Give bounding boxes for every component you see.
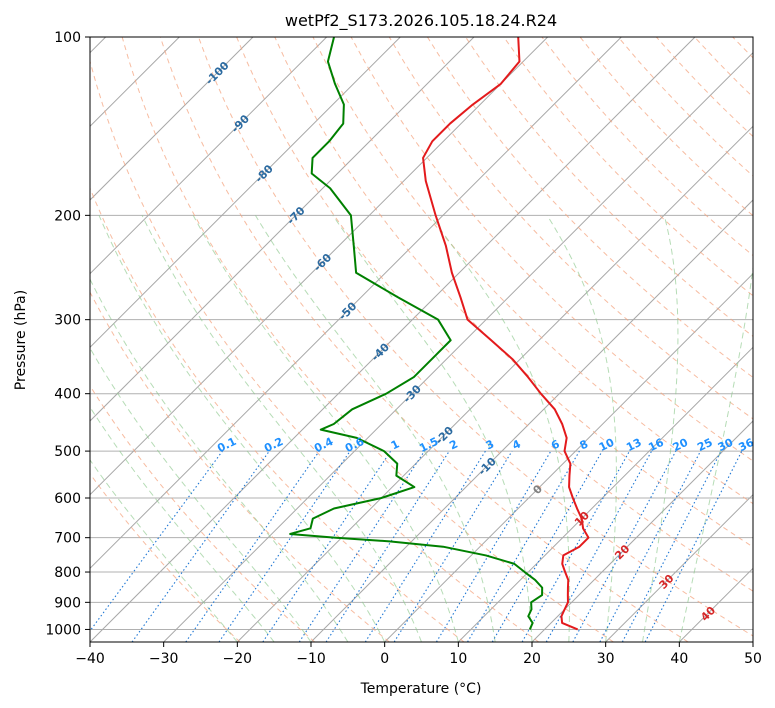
mixing-ratio-line (393, 450, 513, 642)
isotherm-line (605, 493, 753, 642)
mixing-ratio-line (572, 450, 677, 642)
dry-adiabat (198, 37, 753, 637)
isotherm-line (384, 272, 753, 642)
dry-adiabat (90, 186, 465, 642)
x-tick-label: 50 (744, 651, 762, 667)
plot-frame (89, 36, 754, 643)
y-tick-label: 600 (54, 491, 81, 507)
x-tick-label: −10 (296, 651, 326, 667)
axes: −40 −30 −20 −10 0 10 20 30 40 50 100 200 300 400 500 60… (45, 30, 762, 667)
moist-adiabat (332, 215, 533, 642)
y-tick-label: 300 (54, 313, 81, 329)
isotherm-line (310, 199, 753, 642)
moist-adiabat (192, 215, 459, 642)
mixing-ratio-label: 13 (624, 436, 643, 454)
mixing-ratio-label: 10 (597, 436, 617, 455)
isotherm-line (531, 420, 753, 642)
dry-adiabat (236, 37, 753, 592)
moist-adiabat (678, 263, 753, 642)
isotherm-line (90, 37, 475, 422)
moist-adiabat (141, 215, 422, 642)
mixing-ratio-line (435, 450, 552, 642)
dry-adiabat (90, 472, 241, 642)
x-tick-label: 0 (380, 651, 389, 667)
mixing-ratio-label: 25 (695, 436, 714, 454)
mixing-ratio-line (218, 450, 351, 642)
mixing-ratio-line (491, 450, 603, 642)
x-axis-title: Temperature (°C) (360, 681, 482, 697)
y-axis-title: Pressure (hPa) (13, 290, 29, 390)
mixing-ratio-line (185, 450, 320, 642)
x-tick-label: 30 (597, 651, 615, 667)
x-tick-label: −20 (223, 651, 253, 667)
mixing-ratio-line (325, 450, 450, 642)
plot-area-grid (90, 37, 753, 642)
dry-adiabat (90, 59, 540, 642)
mixing-ratio-line (467, 450, 580, 642)
moist-adiabat (98, 215, 386, 642)
x-tick-label: 10 (449, 651, 467, 667)
y-tick-label: 100 (54, 30, 81, 46)
dry-adiabat (465, 37, 753, 337)
moist-adiabat (642, 215, 679, 642)
moist-adiabat (90, 406, 275, 642)
y-tick-label: 400 (54, 387, 81, 403)
moist-adiabat (546, 215, 617, 642)
x-tick-label: 20 (523, 651, 541, 667)
dry-adiabat (90, 291, 390, 642)
plot-area-data (289, 37, 590, 631)
y-tick-label: 500 (54, 444, 81, 460)
isotherm-line (236, 125, 753, 642)
mixing-ratio-line (521, 450, 630, 642)
y-tick-label: 800 (54, 565, 81, 581)
isotherm-line (90, 37, 328, 275)
mixing-ratio-label: 36 (737, 436, 757, 455)
moist-adiabat (90, 347, 312, 642)
mixing-ratio-label: 16 (646, 436, 666, 455)
dry-adiabat (90, 384, 316, 642)
dewpoint-profile-line (289, 37, 544, 630)
dry-adiabat (274, 37, 753, 548)
mixing-ratio-line (364, 450, 486, 642)
y-tick-label: 200 (54, 208, 81, 224)
isotherm-line (90, 37, 401, 349)
isotherm-line (90, 37, 622, 570)
dry-adiabat (388, 37, 753, 420)
y-tick-label: 700 (54, 531, 81, 547)
x-tick-label: 40 (670, 651, 688, 667)
dry-adiabat (350, 37, 753, 462)
mixing-ratio-label: 20 (671, 436, 691, 455)
isotherm-line (457, 346, 753, 642)
isotherm-line (163, 51, 753, 642)
y-tick-label: 900 (54, 595, 81, 611)
isotherm-line (90, 37, 549, 496)
mixing-ratio-label: 30 (716, 436, 736, 455)
x-tick-label: −30 (149, 651, 179, 667)
dry-adiabat (159, 37, 689, 642)
dry-adiabat (503, 37, 753, 297)
chart-title: wetPf2_S173.2026.105.18.24.R24 (285, 11, 557, 31)
moist-adiabat (90, 459, 238, 642)
isotherm-line (90, 37, 254, 201)
x-tick-label: −40 (75, 651, 105, 667)
temperature-profile-line (422, 37, 590, 631)
dry-adiabat (312, 37, 753, 505)
moist-adiabat (429, 215, 571, 642)
y-tick-label: 1000 (45, 622, 81, 638)
